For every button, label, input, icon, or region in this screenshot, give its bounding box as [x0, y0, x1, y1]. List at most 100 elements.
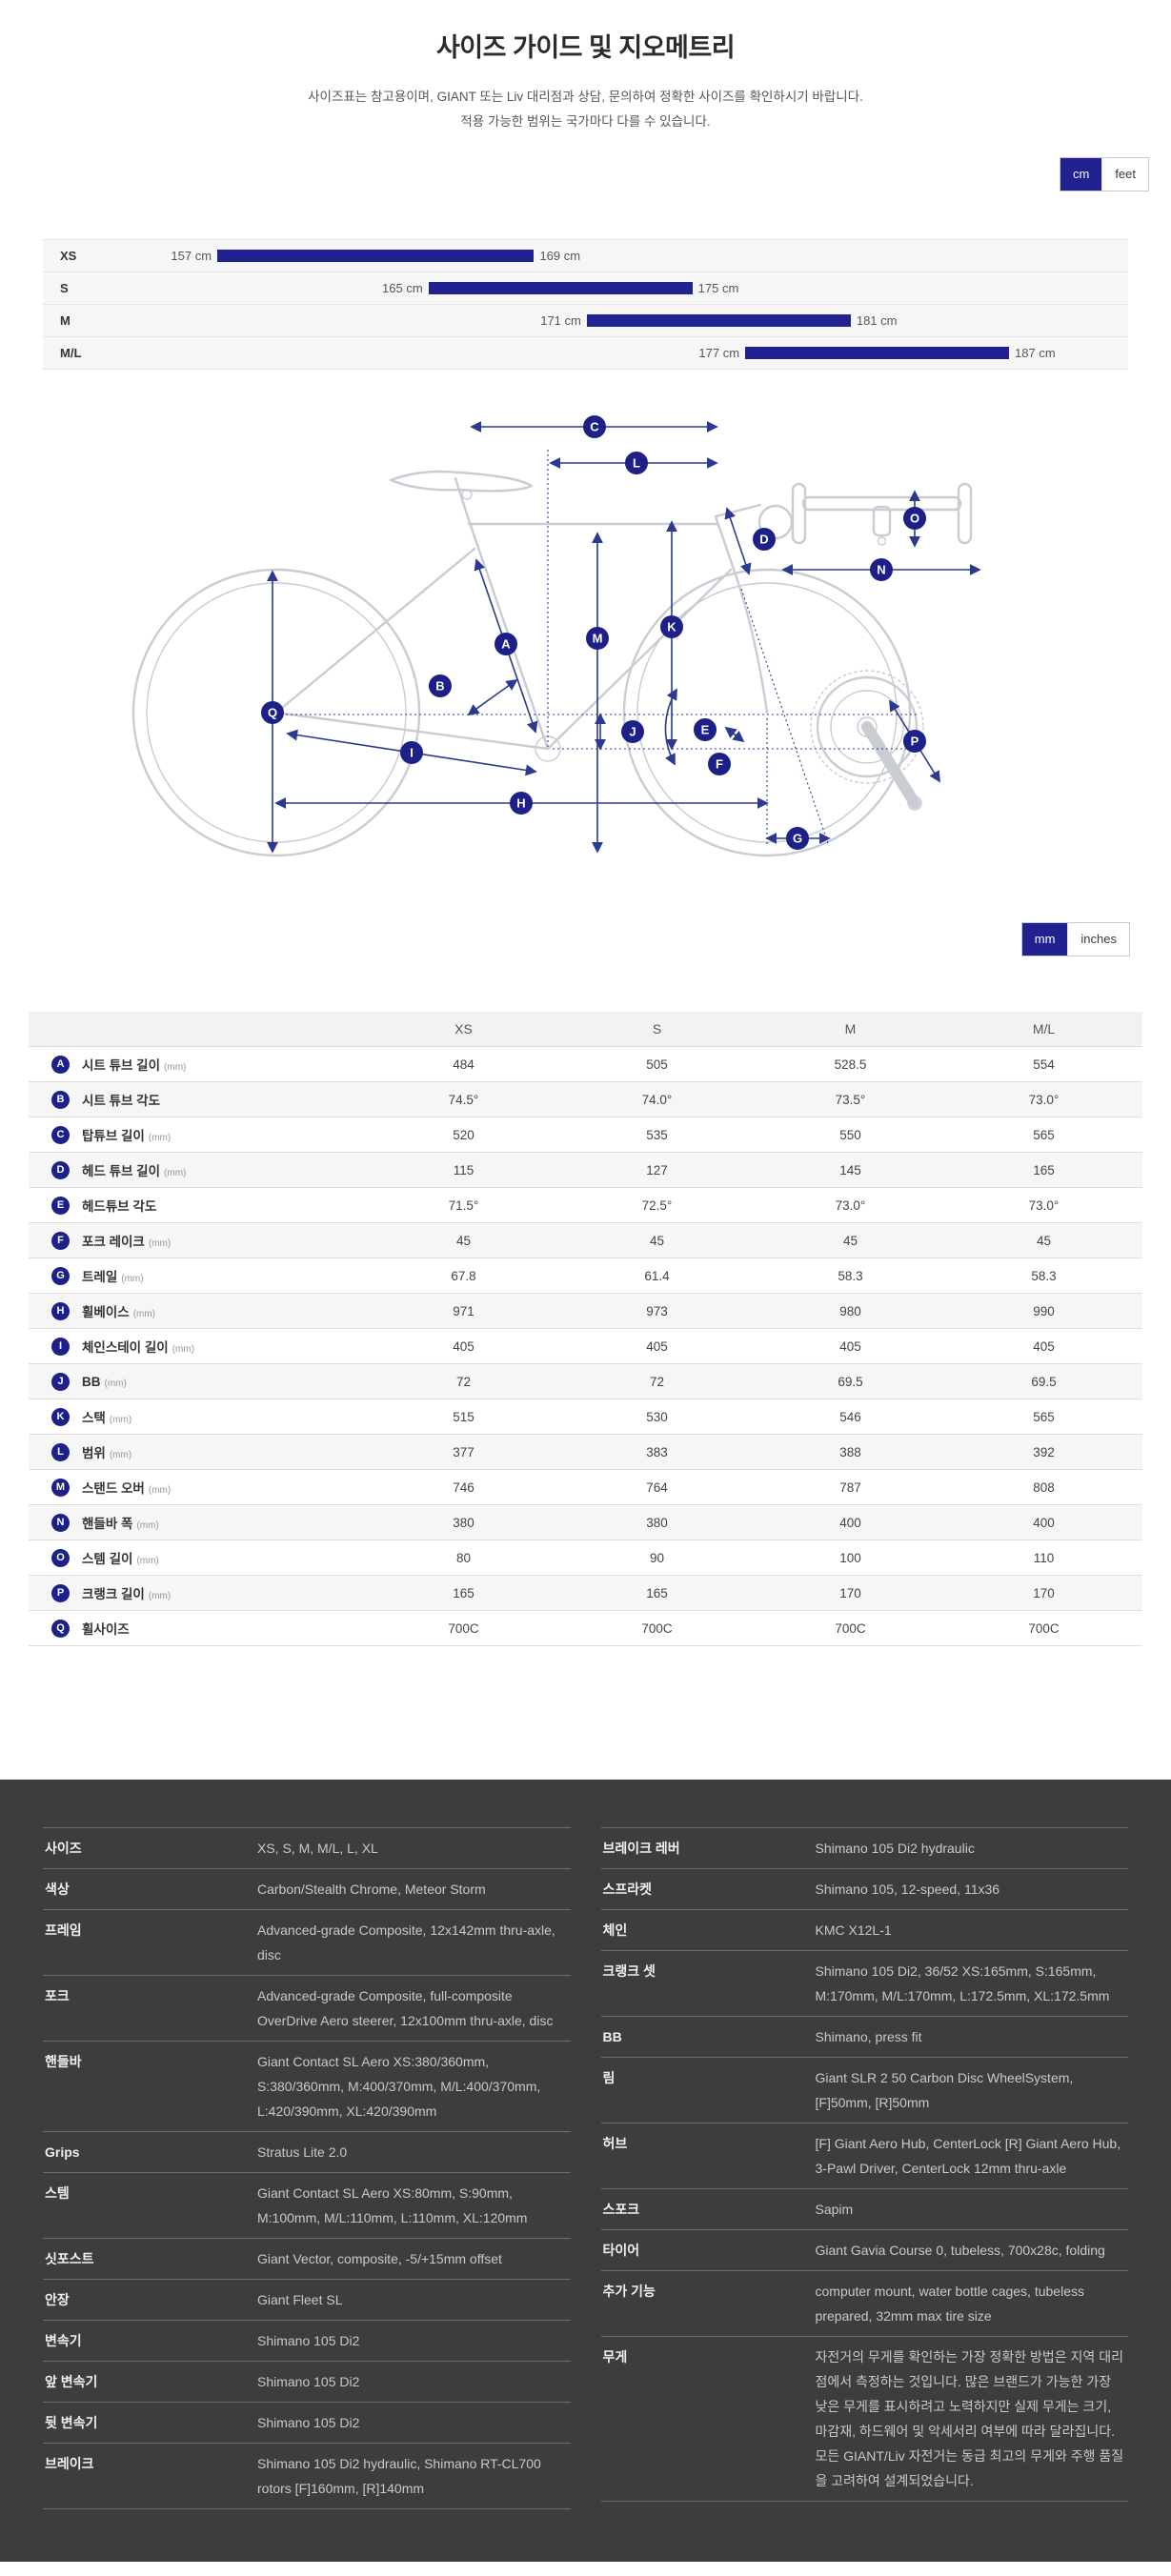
geometry-cell: 515: [453, 1409, 474, 1424]
geometry-measure-name: 포크 레이크 (mm): [82, 1235, 172, 1249]
spec-value: Advanced-grade Composite, 12x142mm thru-…: [257, 1922, 555, 1962]
geometry-cell: 73.5°: [835, 1092, 866, 1107]
size-max-label: 175 cm: [697, 281, 739, 295]
spec-label: 브레이크 레버: [602, 1841, 680, 1856]
geometry-table-header: XS S M M/L: [29, 1012, 1142, 1046]
spec-label: 앞 변속기: [45, 2374, 98, 2389]
spec-row: 사이즈 XS, S, M, M/L, L, XL: [43, 1827, 571, 1868]
size-range-bar: [428, 282, 693, 294]
spec-label: Grips: [45, 2144, 80, 2160]
geometry-row: G 트레일 (mm) 67.8 61.4 58.3 58.3: [29, 1258, 1142, 1293]
spec-value: Shimano 105, 12-speed, 11x36: [815, 1882, 1000, 1897]
badge-C: C: [590, 420, 599, 434]
spec-label: 체인: [602, 1922, 628, 1938]
size-range-bar: [745, 347, 1010, 359]
spec-value: Shimano 105 Di2 hydraulic, Shimano RT-CL…: [257, 2456, 541, 2496]
mm-toggle-button[interactable]: mm: [1021, 923, 1068, 956]
spec-row: 뒷 변속기 Shimano 105 Di2: [43, 2402, 571, 2443]
geometry-cell: 45: [842, 1233, 858, 1248]
geometry-cell: 484: [453, 1057, 474, 1072]
spec-label: BB: [602, 2029, 622, 2044]
geometry-measure-unit: (mm): [172, 1344, 195, 1355]
geometry-cell: 380: [453, 1515, 474, 1530]
letter-badge: N: [51, 1513, 70, 1532]
dimension-badges: C L A B M D K E F G H I J Q N O P: [260, 415, 926, 850]
geometry-cell: 388: [839, 1444, 861, 1459]
geometry-measure-unit: (mm): [164, 1062, 187, 1073]
geometry-measure-name: 휠베이스 (mm): [82, 1305, 156, 1319]
badge-L: L: [633, 456, 640, 471]
geometry-measure-name: 크랭크 길이 (mm): [82, 1587, 172, 1601]
geometry-row-label: D 헤드 튜브 길이 (mm): [29, 1160, 367, 1179]
badge-J: J: [629, 725, 636, 739]
spec-value: Giant Fleet SL: [257, 2292, 343, 2307]
geometry-cell: 400: [1033, 1515, 1055, 1530]
geometry-row-label: K 스택 (mm): [29, 1407, 367, 1426]
spec-value: Giant SLR 2 50 Carbon Disc WheelSystem, …: [815, 2070, 1074, 2110]
size-min-label: 171 cm: [540, 313, 581, 328]
spec-row: 변속기 Shimano 105 Di2: [43, 2320, 571, 2361]
geometry-cell: 392: [1033, 1444, 1055, 1459]
geometry-measure-name: 휠사이즈: [82, 1622, 130, 1637]
geometry-cell: 990: [1033, 1303, 1055, 1318]
spec-row: Grips Stratus Lite 2.0: [43, 2131, 571, 2172]
geometry-measure-unit: (mm): [121, 1274, 144, 1284]
geometry-diagram: C L A B M D K E F G H I J Q N O P: [0, 398, 1171, 875]
geometry-cell: 165: [646, 1585, 668, 1600]
spec-value: Stratus Lite 2.0: [257, 2144, 348, 2160]
feet-toggle-button[interactable]: feet: [1101, 158, 1148, 191]
geometry-row-label: Q 휠사이즈: [29, 1619, 367, 1638]
spec-row: 브레이크 레버 Shimano 105 Di2 hydraulic: [600, 1827, 1128, 1868]
geometry-row: L 범위 (mm) 377 383 388 392: [29, 1434, 1142, 1469]
geometry-measure-name: 탑튜브 길이 (mm): [82, 1129, 172, 1143]
geometry-cell: 145: [839, 1162, 861, 1177]
page-header: 사이즈 가이드 및 지오메트리 사이즈표는 참고용이며, GIANT 또는 Li…: [0, 0, 1171, 134]
badge-B: B: [435, 679, 444, 694]
bike-geometry-diagram-svg: C L A B M D K E F G H I J Q N O P: [131, 415, 981, 857]
geometry-measure-name: 트레일 (mm): [82, 1270, 144, 1284]
spec-row: 프레임 Advanced-grade Composite, 12x142mm th…: [43, 1909, 571, 1975]
geometry-cell: 73.0°: [1028, 1092, 1060, 1107]
spec-value: Shimano 105 Di2 hydraulic: [815, 1841, 975, 1856]
geometry-measure-name: 헤드 튜브 길이 (mm): [82, 1164, 187, 1178]
height-unit-toggle: cm feet: [1059, 157, 1149, 191]
inches-toggle-button[interactable]: inches: [1067, 923, 1129, 956]
geometry-cell: 110: [1033, 1550, 1055, 1565]
geometry-cell: 550: [839, 1127, 861, 1142]
badge-I: I: [410, 746, 414, 760]
cm-toggle-button[interactable]: cm: [1060, 158, 1102, 191]
letter-badge: P: [51, 1583, 70, 1602]
spec-row: 타이어 Giant Gavia Course 0, tubeless, 700x2…: [600, 2229, 1128, 2270]
geometry-cell: 565: [1033, 1127, 1055, 1142]
geometry-row: D 헤드 튜브 길이 (mm) 115 127 145 165: [29, 1152, 1142, 1187]
spec-value: Giant Vector, composite, -5/+15mm offset: [257, 2251, 502, 2266]
spec-row: 싯포스트 Giant Vector, composite, -5/+15mm of…: [43, 2238, 571, 2279]
spec-row: 무게 자전거의 무게를 확인하는 가장 정확한 방법은 지역 대리점에서 측정하는…: [600, 2336, 1128, 2501]
geometry-header-spacer: [29, 1012, 367, 1046]
geometry-measure-name: 시트 튜브 각도: [82, 1094, 161, 1108]
spec-label: 타이어: [602, 2243, 640, 2258]
page-title: 사이즈 가이드 및 지오메트리: [435, 33, 736, 62]
size-row: M/L 177 cm 187 cm: [43, 336, 1128, 369]
geometry-cell: 405: [453, 1338, 474, 1354]
size-row: XS 157 cm 169 cm: [43, 239, 1128, 272]
geometry-measure-name: 시트 튜브 길이 (mm): [82, 1058, 187, 1073]
geometry-cell: 73.0°: [1028, 1197, 1060, 1213]
geometry-row: H 휠베이스 (mm) 971 973 980 990: [29, 1293, 1142, 1328]
geometry-measure-name: 헤드튜브 각도: [82, 1199, 157, 1214]
spec-value: Giant Gavia Course 0, tubeless, 700x28c,…: [815, 2243, 1105, 2258]
spec-label: 안장: [45, 2292, 70, 2307]
geometry-cell: 72: [649, 1374, 665, 1389]
geometry-cell: 58.3: [838, 1268, 863, 1283]
badge-N: N: [877, 563, 885, 577]
letter-badge: I: [51, 1337, 70, 1356]
letter-badge: H: [51, 1301, 70, 1320]
spec-row: 포크 Advanced-grade Composite, full-composi…: [43, 1975, 571, 2041]
height-unit-toggle-row: cm feet: [0, 157, 1171, 191]
spec-label: 프레임: [45, 1922, 82, 1938]
spec-label: 싯포스트: [45, 2251, 94, 2266]
geometry-cell: 45: [649, 1233, 665, 1248]
geometry-cell: 554: [1033, 1057, 1055, 1072]
spec-label: 스포크: [602, 2202, 640, 2217]
letter-badge: K: [51, 1407, 70, 1426]
